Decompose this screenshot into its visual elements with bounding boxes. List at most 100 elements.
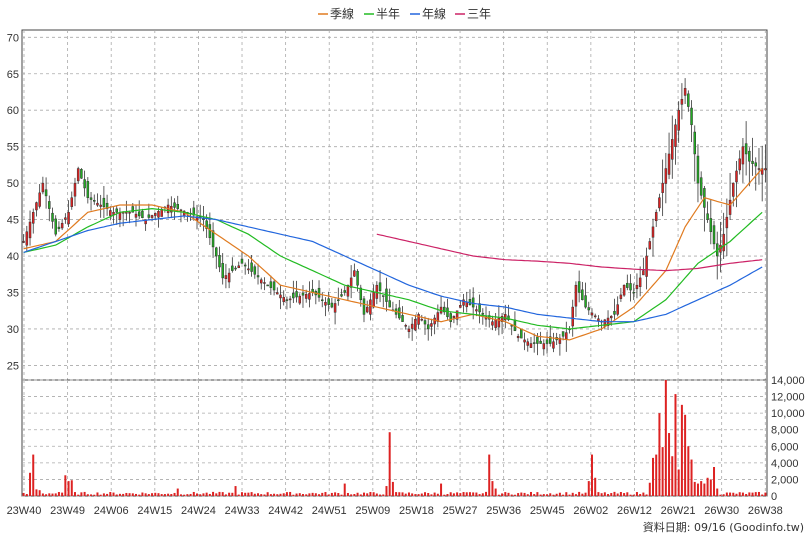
candle-body — [324, 301, 327, 306]
volume-bar — [311, 492, 314, 496]
volume-bar — [324, 492, 327, 496]
candle-body — [51, 212, 54, 222]
candle-body — [215, 247, 218, 257]
volume-bar — [404, 493, 407, 496]
volume-bar — [436, 493, 439, 496]
volume-bar — [748, 492, 751, 496]
candle-body — [285, 299, 289, 301]
volume-bar — [497, 494, 500, 496]
volume-bar — [459, 493, 462, 496]
source-date-label: 資料日期: 09/16 (Goodinfo.tw) — [643, 520, 804, 534]
volume-bar — [722, 494, 725, 496]
candle-body — [738, 158, 741, 171]
candle-body — [298, 295, 302, 304]
volume-bar — [706, 477, 709, 496]
candle-body — [414, 318, 417, 331]
volume-bars — [22, 380, 767, 496]
volume-bar — [244, 492, 247, 496]
candle-body — [330, 302, 334, 308]
volume-bar — [520, 492, 523, 496]
x-tick-label: 26W21 — [661, 505, 696, 517]
volume-bar — [231, 492, 234, 496]
candle-body — [597, 318, 600, 321]
candle-body — [282, 297, 285, 303]
candle-body — [699, 177, 703, 196]
candle-body — [613, 310, 616, 315]
candle-body — [565, 332, 568, 340]
volume-bar — [517, 493, 520, 496]
volume-bar — [32, 454, 35, 496]
candle-body — [356, 270, 359, 286]
candle-body — [157, 211, 160, 218]
candle-body — [590, 312, 594, 316]
price-axis: 25 30 35 40 45 50 55 60 65 70 — [7, 32, 19, 372]
volume-bar — [359, 494, 362, 496]
candle-body — [28, 221, 32, 239]
candle-body — [478, 303, 481, 313]
volume-bar — [661, 447, 664, 496]
candle-body — [211, 230, 215, 248]
volume-bar — [571, 492, 574, 496]
volume-bar — [687, 446, 690, 496]
candle-body — [443, 306, 446, 313]
candle-body — [481, 312, 485, 315]
volume-bar — [83, 491, 86, 496]
volume-bar — [703, 483, 706, 496]
volume-bar — [86, 494, 89, 496]
volume-bar — [340, 494, 343, 496]
candle-body — [301, 292, 305, 296]
y-tick-label: 45 — [7, 215, 19, 227]
volume-bar — [472, 492, 475, 496]
candle-body — [545, 339, 549, 344]
volume-bar — [96, 492, 99, 496]
volume-bar — [147, 494, 150, 496]
candle-body — [532, 342, 536, 344]
candle-body — [80, 169, 83, 179]
volume-bar — [115, 494, 118, 496]
volume-bar — [289, 491, 292, 496]
volume-bar — [346, 492, 349, 496]
candle-body — [349, 277, 353, 288]
x-tick-label: 24W15 — [137, 505, 172, 517]
candle-body — [677, 109, 680, 131]
candle-body — [626, 282, 629, 288]
candle-body — [712, 225, 716, 245]
volume-bar — [109, 492, 112, 496]
volume-tick-label: 10,000 — [771, 408, 805, 420]
volume-bar — [716, 488, 719, 496]
candle-body — [35, 202, 38, 211]
volume-bar — [632, 494, 635, 496]
candle-body — [60, 222, 64, 229]
candle-body — [388, 300, 391, 308]
volume-bar — [468, 492, 471, 496]
candle-body — [728, 199, 732, 215]
volume-tick-label: 12,000 — [771, 392, 805, 404]
volume-bar — [443, 494, 446, 496]
volume-bar — [112, 492, 115, 496]
candle-body — [292, 292, 295, 299]
y-tick-label: 25 — [7, 360, 19, 372]
candle-body — [693, 131, 696, 155]
volume-bar — [382, 494, 385, 496]
volume-bar — [273, 493, 276, 496]
volume-bar — [144, 493, 147, 496]
volume-bar — [356, 492, 359, 496]
volume-bar — [485, 491, 488, 496]
candle-body — [661, 182, 664, 193]
candle-body — [683, 88, 687, 96]
candle-body — [635, 284, 639, 290]
volume-panel-frame — [21, 379, 768, 497]
candle-body — [500, 315, 504, 322]
volume-bar — [398, 492, 401, 496]
volume-bar — [160, 494, 163, 496]
candle-body — [622, 284, 626, 296]
volume-bar — [709, 479, 712, 496]
ma-halfyear-line — [23, 207, 763, 330]
volume-bar — [240, 492, 243, 496]
candle-body — [410, 323, 414, 329]
volume-bar — [67, 481, 70, 496]
volume-bar — [745, 494, 748, 496]
candle-body — [671, 139, 674, 160]
candle-body — [645, 255, 648, 277]
candle-body — [67, 212, 70, 225]
